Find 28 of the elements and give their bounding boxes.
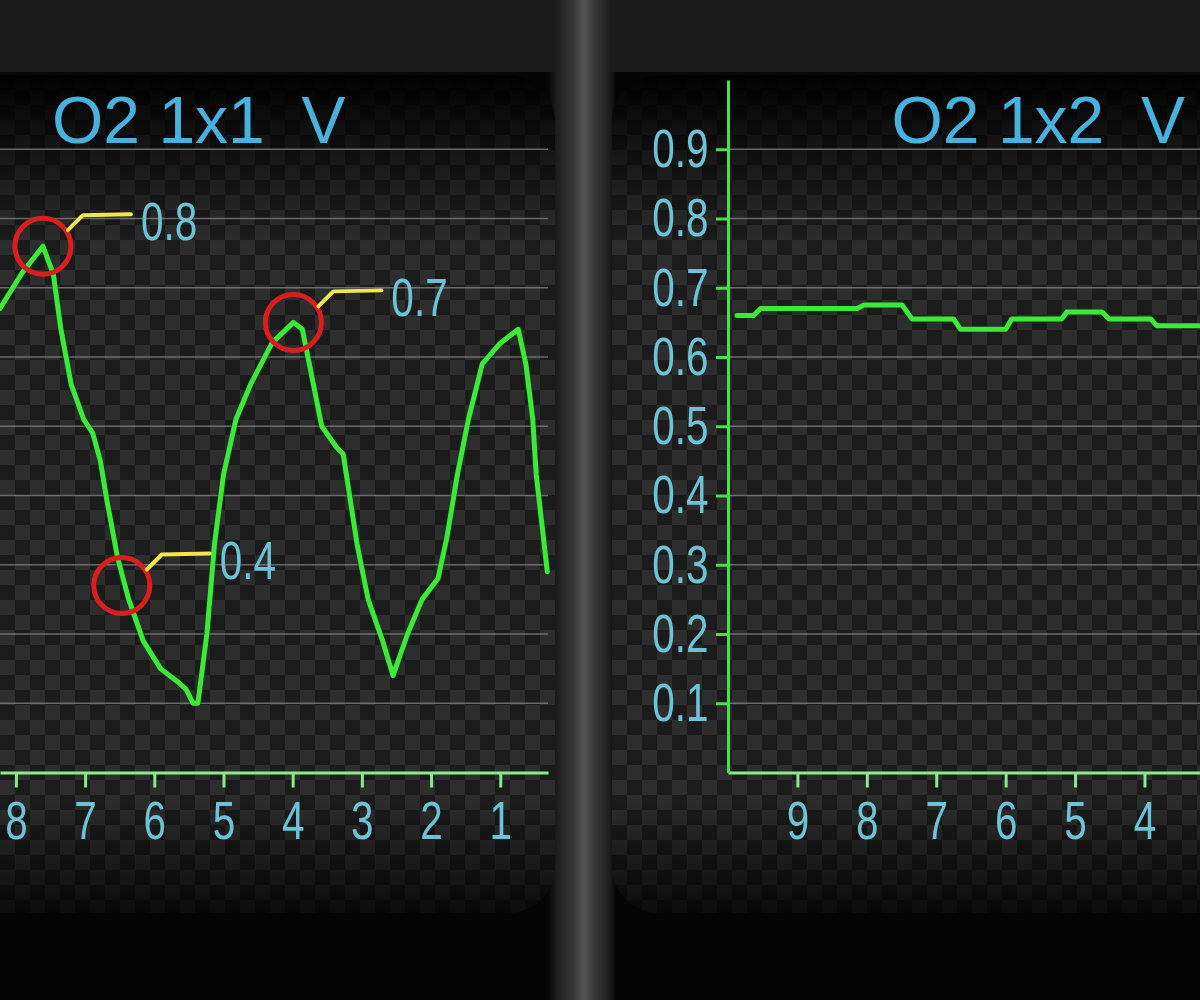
- x-tick-label: 7: [74, 790, 97, 851]
- x-tick-label: 7: [925, 790, 948, 851]
- x-tick-label: 8: [5, 790, 28, 851]
- y-tick-label: 0.3: [652, 533, 709, 594]
- x-tick-label: 6: [143, 790, 167, 851]
- x-tick-label: 8: [856, 790, 879, 851]
- annotation: 0.7: [391, 267, 448, 328]
- chart-title: O2 1x1 V: [52, 83, 346, 157]
- y-tick-label: 0.2: [652, 603, 709, 664]
- x-tick-label: 5: [212, 790, 236, 851]
- y-tick-label: 0.5: [652, 395, 709, 456]
- x-tick-label: 1: [489, 790, 513, 851]
- y-tick-label: 0.4: [652, 464, 709, 525]
- y-tick-label: 0.9: [652, 118, 709, 179]
- x-tick-label: 9: [786, 790, 810, 851]
- x-tick-label: 6: [994, 790, 1018, 851]
- y-tick-label: 0.7: [652, 256, 709, 317]
- annotation: 0.8: [140, 191, 198, 252]
- x-tick-label: 3: [351, 790, 374, 851]
- x-tick-label: 2: [420, 790, 443, 851]
- x-tick-label: 5: [1064, 790, 1087, 851]
- annotation: 0.4: [219, 530, 277, 591]
- y-tick-label: 0.6: [652, 326, 709, 387]
- y-tick-label: 0.1: [652, 672, 709, 733]
- y-tick-label: 0.8: [652, 187, 709, 248]
- chart-title: O2 1x2 V: [891, 83, 1185, 157]
- x-tick-label: 4: [281, 790, 305, 851]
- x-tick-label: 4: [1133, 790, 1157, 851]
